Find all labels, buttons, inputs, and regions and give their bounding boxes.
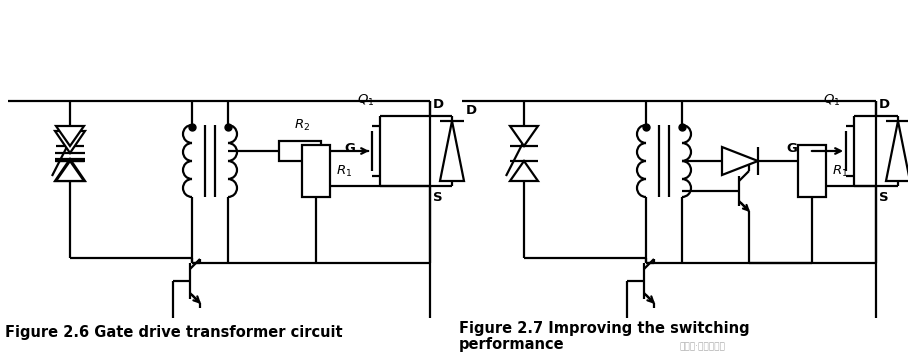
Polygon shape [56, 161, 84, 181]
Bar [302, 145, 330, 197]
Polygon shape [722, 147, 758, 175]
Text: 公众号·硬件攻城狮: 公众号·硬件攻城狮 [680, 342, 725, 351]
Polygon shape [510, 126, 538, 146]
Text: D: D [879, 98, 890, 111]
Polygon shape [55, 131, 85, 153]
Text: $Q_1$: $Q_1$ [357, 93, 375, 108]
Text: Figure 2.6 Gate drive transformer circuit: Figure 2.6 Gate drive transformer circui… [5, 325, 342, 340]
Text: performance: performance [459, 337, 565, 352]
Text: G: G [786, 141, 797, 155]
Bar [798, 145, 826, 197]
Text: $Q_1$: $Q_1$ [824, 93, 841, 108]
Bar [279, 141, 321, 161]
Text: $R_1$: $R_1$ [832, 163, 848, 179]
Text: S: S [879, 191, 889, 204]
Text: G: G [344, 141, 355, 155]
Polygon shape [55, 159, 85, 181]
Text: D: D [466, 105, 477, 117]
Text: D: D [433, 98, 444, 111]
Text: S: S [433, 191, 442, 204]
Text: $R_1$: $R_1$ [336, 163, 352, 179]
Text: $R_2$: $R_2$ [294, 118, 310, 133]
Polygon shape [886, 121, 908, 181]
Polygon shape [510, 161, 538, 181]
Polygon shape [440, 121, 464, 181]
Polygon shape [56, 126, 84, 146]
Text: Figure 2.7 Improving the switching: Figure 2.7 Improving the switching [459, 320, 750, 335]
